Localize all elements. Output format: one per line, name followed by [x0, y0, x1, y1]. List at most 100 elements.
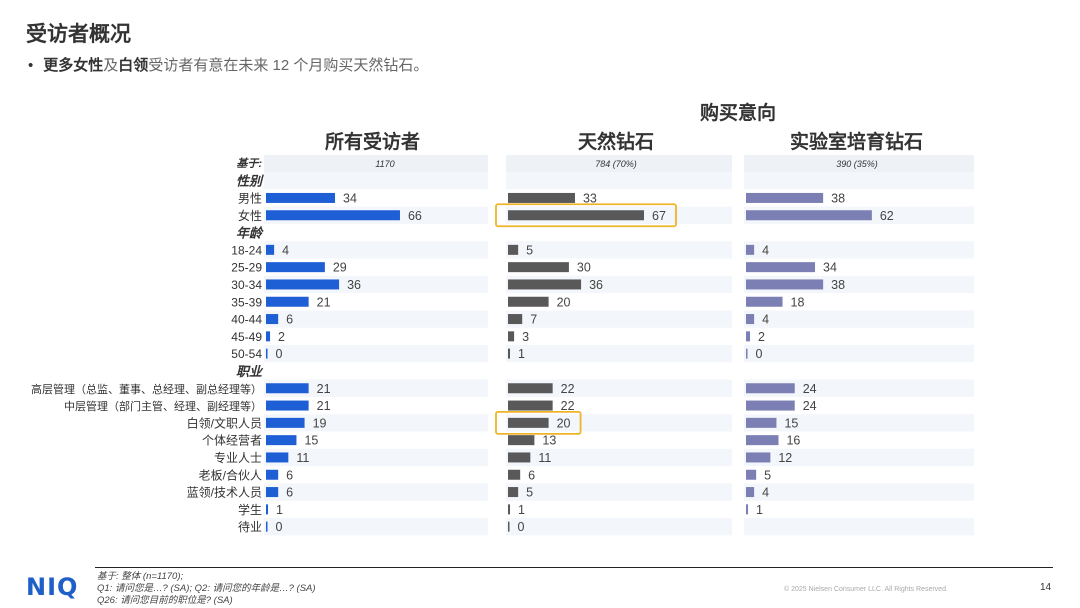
- footnote-line-3: Q26: 请问您目前的职位是? (SA): [97, 595, 233, 606]
- data-label: 1: [756, 503, 763, 517]
- data-label: 13: [542, 434, 556, 448]
- bar: [508, 417, 549, 428]
- bar: [508, 383, 553, 394]
- row-stripe: [744, 310, 974, 328]
- bar: [266, 435, 297, 446]
- row-label: 50-54: [231, 347, 262, 361]
- bar: [508, 296, 549, 307]
- base-row-band: [506, 155, 732, 172]
- data-label: 4: [762, 313, 769, 327]
- data-label: 3: [522, 330, 529, 344]
- row-stripe: [744, 379, 974, 397]
- bar: [508, 244, 519, 255]
- base-row-band: [264, 155, 488, 172]
- bar: [266, 452, 289, 463]
- data-label: 7: [530, 313, 537, 327]
- bar: [746, 469, 757, 480]
- row-label: 40-44: [231, 313, 262, 327]
- bar: [266, 417, 305, 428]
- bar: [746, 244, 755, 255]
- bar: [266, 469, 279, 480]
- bar: [508, 435, 535, 446]
- footnote-line-2: Q1: 请问您是…? (SA); Q2: 请问您的年龄是…? (SA): [97, 583, 316, 594]
- bar: [508, 262, 569, 273]
- data-label: 24: [803, 399, 817, 413]
- data-label: 11: [296, 451, 309, 465]
- row-stripe: [744, 172, 974, 190]
- row-stripe: [506, 414, 732, 432]
- base-row-band: [744, 155, 974, 172]
- subtitle-emphasis-women: 更多女性: [43, 57, 104, 74]
- bar: [746, 296, 783, 307]
- data-label: 67: [652, 209, 666, 223]
- data-label: 16: [786, 434, 800, 448]
- data-label: 15: [304, 434, 318, 448]
- data-label: 22: [561, 382, 575, 396]
- chart-title: 购买意向: [700, 103, 777, 124]
- row-stripe: [264, 414, 488, 432]
- bar: [746, 331, 751, 342]
- bar: [508, 504, 511, 515]
- bar: [746, 314, 755, 325]
- highlight-box: [495, 410, 582, 435]
- data-label: 0: [276, 347, 283, 361]
- data-label: 1: [276, 503, 283, 517]
- row-stripe: [744, 414, 974, 432]
- data-label: 33: [583, 191, 597, 205]
- bar: [266, 504, 269, 515]
- data-label: 4: [762, 486, 769, 500]
- bar: [266, 400, 309, 411]
- data-label: 5: [764, 468, 771, 482]
- bar: [266, 383, 309, 394]
- data-label: 19: [313, 416, 327, 430]
- footer-divider: [95, 567, 1053, 568]
- row-stripe: [506, 241, 732, 259]
- row-stripe: [744, 241, 974, 259]
- row-stripe: [506, 310, 732, 328]
- data-label: 38: [831, 191, 845, 205]
- row-stripe: [744, 345, 974, 363]
- bar: [266, 210, 400, 221]
- bar: [746, 279, 824, 290]
- bar: [746, 435, 779, 446]
- highlight-box: [495, 203, 677, 228]
- row-label: 专业人士: [214, 450, 262, 465]
- data-label: 11: [538, 451, 551, 465]
- row-stripe: [264, 379, 488, 397]
- row-stripe: [264, 172, 488, 190]
- data-label: 6: [286, 486, 293, 500]
- data-label: 24: [803, 382, 817, 396]
- data-label: 29: [333, 261, 347, 275]
- group-header: 职业: [236, 364, 264, 379]
- data-label: 1: [518, 347, 525, 361]
- bar: [508, 192, 575, 203]
- data-label: 0: [276, 520, 283, 534]
- bar: [746, 452, 771, 463]
- bar: [266, 314, 279, 325]
- subtitle: • 更多女性及白领受访者有意在未来 12 个月购买天然钻石。: [28, 54, 428, 75]
- row-label: 老板/合伙人: [199, 467, 262, 482]
- bar: [266, 331, 271, 342]
- data-label: 0: [518, 520, 525, 534]
- data-label: 20: [557, 295, 571, 309]
- row-stripe: [264, 483, 488, 501]
- row-stripe: [264, 518, 488, 536]
- data-label: 15: [784, 416, 798, 430]
- column-header-all: 所有受访者: [325, 132, 421, 153]
- bar: [266, 279, 340, 290]
- data-label: 66: [408, 209, 422, 223]
- data-label: 21: [317, 382, 331, 396]
- row-label: 白领/文职人员: [187, 415, 262, 430]
- bar: [266, 244, 275, 255]
- bar: [746, 383, 795, 394]
- row-stripe: [264, 310, 488, 328]
- row-label: 35-39: [231, 295, 262, 309]
- bar: [746, 487, 755, 498]
- bar: [746, 400, 795, 411]
- data-label: 30: [577, 261, 591, 275]
- bar: [508, 469, 521, 480]
- row-label: 个体经营者: [202, 434, 262, 448]
- row-stripe: [506, 172, 732, 190]
- row-stripe: [506, 483, 732, 501]
